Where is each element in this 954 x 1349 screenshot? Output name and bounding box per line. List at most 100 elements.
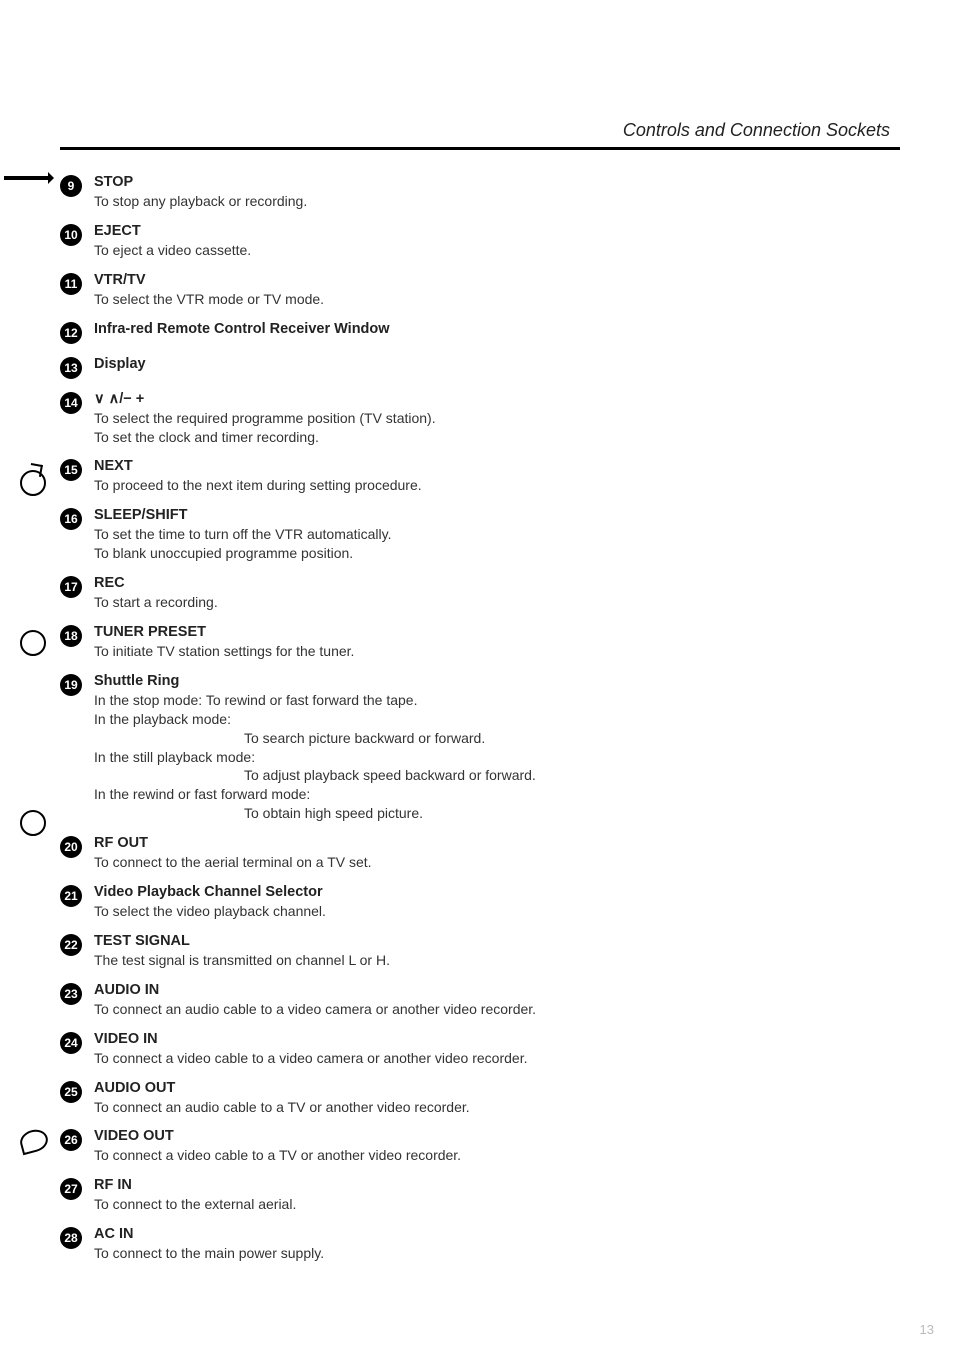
item-title: EJECT	[94, 223, 580, 239]
item-body: STOPTo stop any playback or recording.	[94, 174, 580, 211]
item-description: To connect a video cable to a TV or anot…	[94, 1146, 580, 1165]
list-item: 28 AC IN To connect to the main power supp…	[60, 1226, 580, 1263]
list-item: 20 RF OUT To connect to the aerial termina…	[60, 835, 580, 872]
item-number-badge: 22	[60, 934, 82, 956]
item-number-badge: 13	[60, 357, 82, 379]
list-item: 14 ∨ ∧/− +To select the required programm…	[60, 391, 580, 447]
section-header: Controls and Connection Sockets	[60, 120, 900, 147]
entry-list: 9 STOPTo stop any playback or recording. 1…	[60, 174, 580, 1263]
item-title: NEXT	[94, 458, 580, 474]
item-description: To start a recording.	[94, 593, 580, 612]
item-title: VTR/TV	[94, 272, 580, 288]
item-number-badge: 15	[60, 459, 82, 481]
list-item: 16SLEEP/SHIFTTo set the time to turn off…	[60, 507, 580, 563]
item-number-badge: 9	[60, 175, 82, 197]
item-title: Infra-red Remote Control Receiver Window	[94, 321, 580, 337]
list-item: 10 EJECT To eject a video cassette.	[60, 223, 580, 260]
list-item: 13 Display	[60, 356, 580, 379]
item-title: ∨ ∧/− +	[94, 391, 580, 407]
item-number-badge: 23	[60, 983, 82, 1005]
list-item: 9 STOPTo stop any playback or recording.	[60, 174, 580, 211]
page-number: 13	[920, 1322, 934, 1337]
punch-hole-icon	[20, 630, 46, 656]
item-description: The test signal is transmitted on channe…	[94, 951, 580, 970]
item-sub-description: To search picture backward or forward.	[94, 729, 580, 748]
list-item: 23 AUDIO IN To connect an audio cable to a…	[60, 982, 580, 1019]
item-description: To eject a video cassette.	[94, 241, 580, 260]
item-body: Shuttle RingIn the stop mode: To rewind …	[94, 673, 580, 823]
item-title: VIDEO OUT	[94, 1128, 580, 1144]
list-item: 15 NEXT To proceed to the next item during…	[60, 458, 580, 495]
item-body: SLEEP/SHIFT To set the time to turn off t…	[94, 507, 580, 563]
punch-hole-icon	[20, 810, 46, 836]
item-title: REC	[94, 575, 580, 591]
item-title: Display	[94, 356, 580, 372]
list-item: 21Video Playback Channel SelectorTo sele…	[60, 884, 580, 921]
item-title: SLEEP/SHIFT	[94, 507, 580, 523]
item-title: TEST SIGNAL	[94, 933, 580, 949]
punch-hole-icon	[20, 470, 46, 496]
item-body: RF OUT To connect to the aerial terminal …	[94, 835, 580, 872]
item-description: To stop any playback or recording.	[94, 192, 580, 211]
item-body: VIDEO OUT To connect a video cable to a T…	[94, 1128, 580, 1165]
item-number-badge: 17	[60, 576, 82, 598]
item-title: AC IN	[94, 1226, 580, 1242]
list-item: 17 REC To start a recording.	[60, 575, 580, 612]
list-item: 27 RF IN To connect to the external aerial…	[60, 1177, 580, 1214]
list-item: 19Shuttle RingIn the stop mode: To rewin…	[60, 673, 580, 823]
item-body: VIDEO IN To connect a video cable to a vi…	[94, 1031, 580, 1068]
list-item: 11 VTR/TVTo select the VTR mode or TV mod…	[60, 272, 580, 309]
item-title: RF IN	[94, 1177, 580, 1193]
item-body: AC IN To connect to the main power supply…	[94, 1226, 580, 1263]
item-description: To connect to the aerial terminal on a T…	[94, 853, 580, 872]
item-body: REC To start a recording.	[94, 575, 580, 612]
item-title: AUDIO OUT	[94, 1080, 580, 1096]
item-number-badge: 18	[60, 625, 82, 647]
item-body: TEST SIGNAL The test signal is transmitte…	[94, 933, 580, 970]
item-title: Video Playback Channel Selector	[94, 884, 580, 900]
item-description: To connect an audio cable to a video cam…	[94, 1000, 580, 1019]
item-description: To connect a video cable to a video came…	[94, 1049, 580, 1068]
item-title: AUDIO IN	[94, 982, 580, 998]
item-description: In the playback mode:	[94, 710, 580, 729]
item-body: Infra-red Remote Control Receiver Window	[94, 321, 580, 339]
list-item: 26 VIDEO OUT To connect a video cable to a…	[60, 1128, 580, 1165]
item-number-badge: 20	[60, 836, 82, 858]
item-description: To connect to the main power supply.	[94, 1244, 580, 1263]
list-item: 25 AUDIO OUT To connect an audio cable to …	[60, 1080, 580, 1117]
item-description: To initiate TV station settings for the …	[94, 642, 580, 661]
item-body: NEXT To proceed to the next item during s…	[94, 458, 580, 495]
item-sub-description: To adjust playback speed backward or for…	[94, 766, 580, 785]
item-description: In the rewind or fast forward mode:	[94, 785, 580, 804]
item-description: To blank unoccupied programme position.	[94, 544, 580, 563]
item-title: RF OUT	[94, 835, 580, 851]
item-body: VTR/TVTo select the VTR mode or TV mode.	[94, 272, 580, 309]
item-body: ∨ ∧/− +To select the required programme …	[94, 391, 580, 447]
item-number-badge: 21	[60, 885, 82, 907]
item-number-badge: 14	[60, 392, 82, 414]
punch-hole-icon	[18, 1127, 51, 1155]
binding-notch-icon	[4, 176, 50, 186]
item-number-badge: 11	[60, 273, 82, 295]
item-number-badge: 25	[60, 1081, 82, 1103]
item-body: TUNER PRESETTo initiate TV station setti…	[94, 624, 580, 661]
item-number-badge: 10	[60, 224, 82, 246]
item-title: VIDEO IN	[94, 1031, 580, 1047]
item-body: AUDIO IN To connect an audio cable to a v…	[94, 982, 580, 1019]
item-description: To connect an audio cable to a TV or ano…	[94, 1098, 580, 1117]
item-description: To proceed to the next item during setti…	[94, 476, 580, 495]
item-body: Display	[94, 356, 580, 374]
item-body: RF IN To connect to the external aerial.	[94, 1177, 580, 1214]
item-number-badge: 26	[60, 1129, 82, 1151]
page-container: Controls and Connection Sockets 9 STOPTo …	[60, 120, 900, 1263]
list-item: 22 TEST SIGNAL The test signal is transmit…	[60, 933, 580, 970]
item-number-badge: 12	[60, 322, 82, 344]
item-description: To set the time to turn off the VTR auto…	[94, 525, 580, 544]
item-number-badge: 24	[60, 1032, 82, 1054]
item-body: AUDIO OUT To connect an audio cable to a …	[94, 1080, 580, 1117]
item-number-badge: 27	[60, 1178, 82, 1200]
item-description: To set the clock and timer recording.	[94, 428, 580, 447]
list-item: 12 Infra-red Remote Control Receiver Wind…	[60, 321, 580, 344]
item-number-badge: 28	[60, 1227, 82, 1249]
item-description: To connect to the external aerial.	[94, 1195, 580, 1214]
